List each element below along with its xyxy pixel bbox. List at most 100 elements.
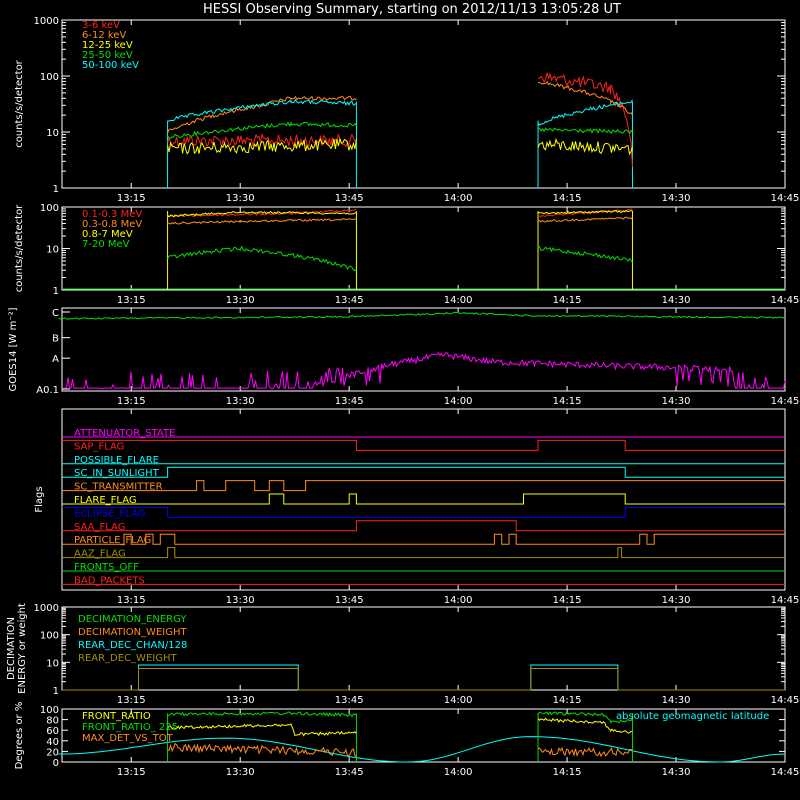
x-tick-label: 14:00	[444, 695, 473, 706]
legend-entry: MAX_DET_VS_TOT	[82, 733, 174, 744]
x-tick-label: 14:30	[662, 695, 691, 706]
x-tick-label: 13:45	[335, 767, 364, 778]
series-line	[167, 95, 357, 134]
goes-long-line	[58, 311, 786, 320]
x-tick-label: 14:30	[662, 595, 691, 606]
ratio-line	[167, 742, 357, 757]
y-axis-label: Degrees or %	[14, 702, 25, 770]
geomagnetic-latitude-line	[58, 736, 786, 763]
x-tick-label: 13:30	[226, 695, 255, 706]
flag-line	[62, 520, 785, 532]
x-tick-label: 13:30	[226, 396, 255, 407]
flag-label: ATTENUATOR_STATE	[74, 428, 175, 439]
ratio-line	[537, 711, 633, 724]
x-tick-label: 13:15	[117, 695, 146, 706]
legend-entry: FRONT_RATIO	[82, 711, 151, 722]
flag-label: BAD_PACKETS	[74, 575, 145, 586]
series-line	[538, 80, 633, 116]
x-tick-label: 14:30	[662, 396, 691, 407]
x-tick-label: 14:15	[553, 767, 582, 778]
y-tick-label: 1	[53, 286, 59, 297]
y-axis-label: counts/s/detector	[14, 59, 25, 147]
x-tick-label: 14:00	[444, 295, 473, 306]
x-tick-label: 13:15	[117, 767, 146, 778]
goes-short-line	[62, 351, 786, 391]
legend-entry: FRONT_RATIO_ 225	[82, 722, 178, 733]
x-tick-label: 13:30	[226, 295, 255, 306]
series-line	[537, 208, 633, 217]
flag-line	[62, 439, 785, 451]
panel-goes: 13:15 13:30 13:45 14:00 14:15 14:30 14:45 A0.1 A…	[8, 307, 799, 407]
flag-label: SC_TRANSMITTER	[74, 482, 163, 493]
series-line	[537, 209, 633, 215]
figure-title: HESSI Observing Summary, starting on 201…	[203, 2, 621, 17]
flag-line	[62, 480, 785, 492]
x-tick-label: 14:00	[444, 595, 473, 606]
y-tick-label: 80	[46, 716, 59, 727]
flag-line	[62, 533, 785, 545]
x-tick-label: 14:00	[444, 767, 473, 778]
legend-entry: DECIMATION_WEIGHT	[78, 627, 187, 638]
x-tick-label: 13:45	[335, 396, 364, 407]
annotation-label: absolute geomagnetic latitude	[616, 711, 769, 722]
panel-frame	[61, 708, 786, 763]
series-line	[167, 98, 357, 122]
y-tick-label: 10	[46, 658, 59, 669]
panel-decimation: 13:15 13:30 13:45 14:00 14:15 14:30 14:45 1 10 10…	[6, 603, 799, 706]
flag-line	[62, 506, 785, 518]
panels: 13:15 13:30 13:45 14:00 14:15 14:30 14:4511010…	[6, 16, 799, 778]
y-axis-label: DECIMATION	[6, 617, 17, 680]
series-line	[537, 216, 633, 223]
series-line	[537, 137, 633, 156]
x-tick-label: 13:45	[335, 695, 364, 706]
x-tick-label: 13:15	[117, 193, 146, 204]
legend-entry: 3-6 keV	[82, 20, 120, 31]
x-tick-label: 13:45	[335, 595, 364, 606]
x-tick-label: 14:45	[771, 767, 800, 778]
decimation-line	[62, 668, 785, 691]
y-tick-label: B	[52, 334, 59, 345]
legend-entry: REAR_DEC_WEIGHT	[78, 653, 177, 664]
panel-ratios: 13:15 13:30 13:45 14:00 14:15 14:30 14:45 02040…	[14, 702, 799, 778]
y-tick-label: 1000	[34, 603, 59, 614]
x-tick-label: 14:45	[771, 396, 800, 407]
y-tick-label: 1000	[34, 16, 59, 27]
panel-frame	[61, 206, 786, 291]
ratio-line	[167, 711, 357, 718]
y-tick-label: A0.1	[36, 385, 59, 396]
series-line	[167, 210, 357, 218]
x-tick-label: 13:15	[117, 295, 146, 306]
flag-label: SAA_FLAG	[74, 522, 125, 533]
legend-entry: 50-100 keV	[82, 60, 139, 71]
series-line	[537, 127, 633, 135]
series-line	[537, 72, 633, 167]
y-tick-label: 1	[53, 184, 59, 195]
legend-entry: 25-50 keV	[82, 50, 133, 61]
y-tick-label: 1	[53, 686, 59, 697]
x-tick-label: 13:45	[335, 193, 364, 204]
y-tick-label: 100	[40, 631, 59, 642]
ratio-line	[537, 746, 633, 758]
legend-entry: 6-12 keV	[82, 30, 126, 41]
panel-high-energy-counts: 13:15 13:30 13:45 14:00 14:15 14:30 14:45 1 10 10…	[14, 203, 799, 306]
panel-low-energy-counts: 13:15 13:30 13:45 14:00 14:15 14:30 14:45 1 10 10…	[14, 16, 799, 204]
y-tick-label: C	[52, 308, 59, 319]
legend-entry: 0.3-0.8 MeV	[82, 219, 142, 230]
flag-label: AAZ_FLAG	[74, 549, 126, 560]
legend-entry: DECIMATION_ENERGY	[78, 614, 187, 625]
x-tick-label: 14:30	[662, 193, 691, 204]
flag-label: PARTICLE_FLAG	[74, 535, 151, 546]
x-tick-label: 14:00	[444, 396, 473, 407]
flag-label: SC_IN_SUNLIGHT	[74, 468, 160, 479]
x-tick-label: 13:45	[335, 295, 364, 306]
series-line	[167, 245, 357, 272]
x-tick-label: 14:15	[553, 193, 582, 204]
flag-label: SAP_FLAG	[74, 441, 124, 452]
series-line	[167, 120, 357, 139]
y-tick-label: 0	[53, 758, 59, 769]
panel-frame	[61, 19, 786, 189]
x-tick-label: 14:45	[771, 295, 800, 306]
y-axis-label: ENERGY or weight	[17, 603, 28, 694]
x-tick-label: 14:45	[771, 695, 800, 706]
